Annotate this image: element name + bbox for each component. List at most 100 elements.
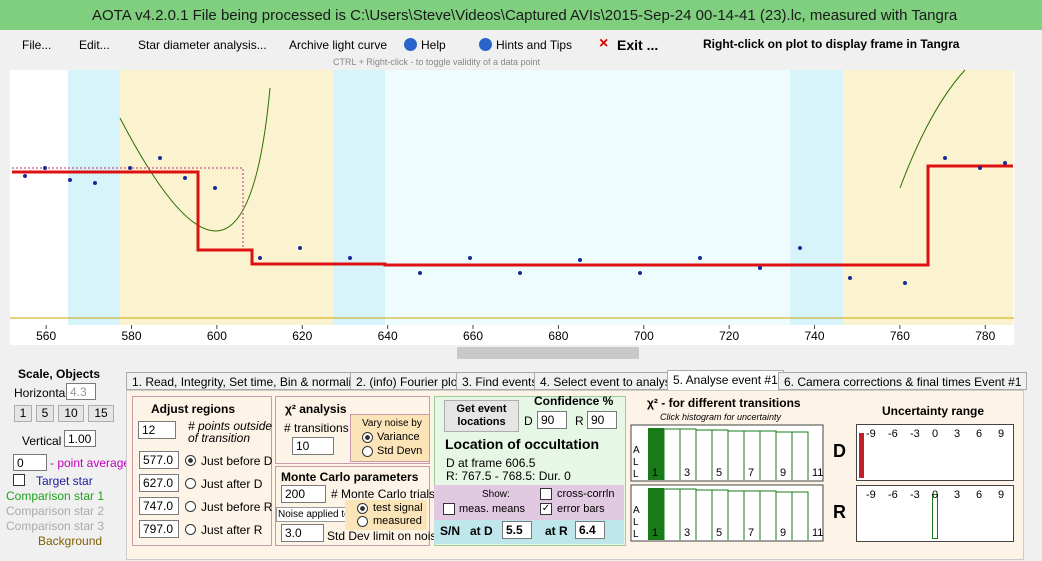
hist-bar — [648, 428, 664, 480]
label: Show: — [482, 489, 510, 500]
input[interactable]: 90 — [537, 411, 567, 429]
label: Just after R — [201, 523, 263, 537]
input[interactable]: 12 — [138, 421, 176, 439]
exit-icon: × — [599, 35, 609, 52]
tab[interactable]: 2. (info) Fourier plot — [350, 372, 467, 390]
hist-outline — [663, 428, 809, 540]
menu-item[interactable]: File... — [22, 38, 52, 52]
hist-label: 11 — [812, 527, 824, 539]
checkbox[interactable]: ✓ — [540, 503, 552, 515]
button[interactable]: 1 — [14, 405, 32, 422]
scroll-thumb[interactable] — [457, 347, 639, 359]
label: Horizontal — [14, 386, 69, 400]
menu-item[interactable]: Star diameter analysis... — [138, 38, 267, 52]
label: D — [524, 414, 533, 428]
radio[interactable] — [357, 503, 368, 514]
input[interactable]: 200 — [281, 485, 326, 503]
tab[interactable]: 6. Camera corrections & final times Even… — [778, 372, 1028, 390]
button[interactable]: 15 — [88, 405, 114, 422]
radio[interactable] — [185, 455, 196, 466]
location-r: R: 767.5 - 768.5; Dur. 0 — [446, 469, 571, 483]
panel-title: χ² analysis — [285, 402, 347, 416]
radio[interactable] — [362, 446, 373, 457]
plot-subhint: CTRL + Right-click - to toggle validity … — [333, 57, 541, 67]
hist-label: 1 — [652, 467, 659, 479]
label: Just before R — [201, 500, 273, 514]
get-event-button[interactable]: Get event locations — [444, 400, 519, 432]
x-tick-label: 740 — [804, 329, 824, 343]
tab[interactable]: 5. Analyse event #1 — [667, 370, 784, 391]
location-d: D at frame 606.5 — [446, 456, 536, 470]
menu-item[interactable]: Exit ... — [617, 37, 659, 53]
button[interactable]: 5 — [36, 405, 54, 422]
label: Just after D — [201, 477, 263, 491]
hist-label: 5 — [716, 527, 723, 539]
radio[interactable] — [357, 516, 368, 527]
hist-label: 5 — [716, 467, 723, 479]
checkbox[interactable] — [443, 503, 455, 515]
unc-bar — [859, 433, 864, 478]
input[interactable]: 797.0 — [139, 520, 179, 538]
label: R — [833, 502, 846, 522]
radio[interactable] — [185, 524, 196, 535]
object-label: Target star — [36, 474, 93, 488]
hist-side-label: L — [633, 529, 639, 540]
x-tick-label: 620 — [292, 329, 312, 343]
label: Vertical — [22, 434, 62, 448]
menu-item[interactable]: Edit... — [79, 38, 110, 52]
menu-item[interactable]: Archive light curve — [289, 38, 388, 52]
radio[interactable] — [185, 478, 196, 489]
help-icon — [404, 38, 417, 51]
label: test signal — [373, 502, 423, 514]
label: error bars — [557, 503, 605, 515]
unc-label: -6 — [888, 428, 898, 440]
menu-item[interactable]: Hints and Tips — [496, 38, 573, 52]
x-tick-label: 680 — [548, 329, 568, 343]
histograms[interactable] — [630, 424, 825, 544]
tab[interactable]: 1. Read, Integrity, Set time, Bin & norm… — [126, 372, 370, 390]
label: Noise applied to — [276, 507, 352, 522]
checkbox[interactable] — [13, 474, 25, 486]
hist-label: 7 — [748, 467, 755, 479]
checkbox[interactable] — [540, 488, 552, 500]
hist-label: 3 — [684, 467, 691, 479]
label: at R — [545, 524, 568, 538]
unc-label: 3 — [954, 489, 961, 501]
input[interactable]: 3.0 — [281, 524, 324, 542]
output: 6.4 — [575, 521, 605, 539]
dropdown[interactable]: 0 — [13, 454, 47, 471]
x-tick-label: 640 — [378, 329, 398, 343]
hist-side-label: L — [633, 457, 639, 468]
hist-label: 11 — [812, 467, 824, 479]
hist-side-label: L — [633, 517, 639, 528]
label: S/N — [440, 524, 461, 538]
menu-bar — [8, 30, 1034, 68]
input[interactable]: 4.3 — [66, 383, 96, 400]
input[interactable]: 747.0 — [139, 497, 179, 515]
label: # transitions — [284, 421, 349, 435]
label: Std Devn — [377, 445, 423, 457]
input[interactable]: 1.00 — [64, 430, 96, 447]
object-label: Comparison star 2 — [6, 504, 105, 518]
menu-item[interactable]: Help — [421, 38, 446, 52]
input[interactable]: 577.0 — [139, 451, 179, 469]
tab[interactable]: 4. Select event to analyse — [534, 372, 684, 390]
light-curve-plot[interactable]: 560 580 600 620 640 660 680 700 720 740 760 780 — [0, 68, 1042, 363]
radio[interactable] — [362, 432, 373, 443]
input[interactable]: 627.0 — [139, 474, 179, 492]
input[interactable]: 10 — [292, 437, 334, 455]
x-tick-label: 660 — [463, 329, 483, 343]
input[interactable]: 90 — [587, 411, 617, 429]
label: at D — [470, 524, 493, 538]
label: measured — [373, 515, 422, 527]
unc-label: -6 — [888, 489, 898, 501]
tab[interactable]: 3. Find events — [456, 372, 544, 390]
unc-label: 0 — [932, 428, 939, 440]
label: # Monte Carlo trials — [331, 487, 436, 501]
button[interactable]: 10 — [58, 405, 84, 422]
points — [23, 156, 1007, 285]
unc-frame — [856, 485, 1014, 542]
radio[interactable] — [185, 501, 196, 512]
histogram-title: χ² - for different transitions — [647, 396, 801, 410]
band — [68, 70, 120, 325]
